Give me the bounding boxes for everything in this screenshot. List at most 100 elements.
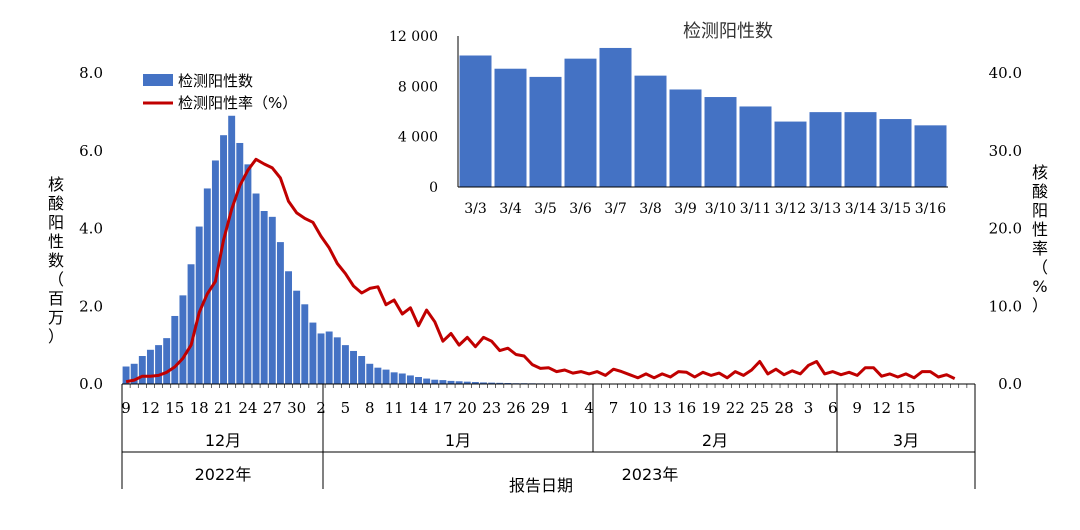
x-tick-label: 5 [341, 399, 351, 417]
bar [415, 377, 422, 384]
x-tick-label: 29 [531, 399, 550, 417]
bar [138, 356, 146, 384]
inset-y-ticks: 0 4 000 8 000 12 000 [389, 29, 438, 196]
right-axis-title: 核酸阳性率（%） [1032, 163, 1048, 315]
x-tick-label: 12 [141, 399, 160, 417]
bar [366, 363, 374, 384]
legend: 检测阳性数 检测阳性率（%） [143, 72, 297, 112]
bar [155, 345, 163, 384]
inset-title: 检测阳性数 [683, 21, 773, 42]
bar [203, 188, 211, 384]
x-tick-label: 1 [560, 399, 570, 417]
inset-x-tick-label: 3/5 [534, 201, 557, 217]
bar [390, 372, 398, 384]
right-y-ticks: 0.0 10.0 20.0 30.0 40.0 [989, 64, 1022, 393]
inset-bar [634, 75, 667, 187]
x-tick-label: 15 [896, 399, 915, 417]
inset-bar [914, 125, 947, 187]
bar [122, 366, 130, 384]
inset-x-tick-label: 3/3 [464, 201, 487, 217]
bar [358, 356, 366, 384]
month-label-feb: 2月 [702, 431, 728, 450]
bar [374, 367, 382, 384]
inset-x-tick-label: 3/15 [880, 201, 911, 217]
inset-x-tick-label: 3/10 [705, 201, 736, 217]
left-y-tick-label: 4.0 [79, 220, 103, 238]
inset-bar [599, 47, 632, 188]
x-tick-label: 14 [409, 399, 428, 417]
inset-x-tick-label: 3/6 [569, 201, 592, 217]
inset-x-tick-label: 3/7 [604, 201, 627, 217]
legend-label-bars: 检测阳性数 [178, 72, 253, 90]
left-y-tick-label: 6.0 [79, 142, 103, 160]
positive-rate-line [125, 157, 956, 384]
bar [195, 226, 203, 384]
x-tick-label: 11 [385, 399, 404, 417]
bar [252, 193, 260, 384]
inset-axes [457, 36, 948, 188]
x-tick-label: 19 [701, 399, 720, 417]
x-tick-label: 2 [316, 399, 326, 417]
left-y-tick-label: 0.0 [79, 375, 103, 393]
bar [146, 349, 154, 384]
inset-bar [459, 55, 492, 187]
x-tick-label: 8 [365, 399, 375, 417]
inset-bar [529, 76, 562, 187]
bar [293, 290, 301, 384]
x-tick-label: 9 [852, 399, 862, 417]
bar [309, 322, 317, 384]
inset-y-tick-label: 4 000 [398, 130, 438, 146]
inset-x-tick-label: 3/4 [499, 201, 522, 217]
inset-bar [704, 97, 737, 187]
bar [260, 211, 268, 384]
bar [406, 375, 414, 384]
bar [236, 142, 244, 384]
main-line [125, 157, 956, 384]
inset-bar [879, 119, 912, 187]
month-label-dec: 12月 [205, 431, 241, 450]
inset-x-tick-label: 3/9 [674, 201, 697, 217]
x-tick-label: 25 [750, 399, 769, 417]
x-tick-label: 27 [263, 399, 282, 417]
bar [488, 382, 496, 384]
x-ticks: 9 12 15 18 21 24 27 30 2 5 8 11 14 17 20 23 26 29 1 4 7 10 13 1… [121, 399, 915, 417]
bar [350, 350, 357, 384]
x-tick-label: 23 [482, 399, 501, 417]
x-tick-label: 17 [433, 399, 452, 417]
right-y-tick-label: 0.0 [998, 375, 1022, 393]
bar [317, 333, 325, 384]
inset-bar [669, 89, 702, 187]
inset-y-tick-label: 12 000 [389, 29, 438, 45]
bar [471, 382, 479, 384]
left-axis-title-text: 核酸阳性数（百万） [48, 175, 64, 346]
inset-x-tick-label: 3/8 [639, 201, 662, 217]
bar [163, 338, 171, 384]
left-y-ticks: 0.0 2.0 4.0 6.0 8.0 [79, 64, 103, 393]
x-tick-label: 10 [628, 399, 647, 417]
inset-bar [774, 121, 807, 187]
right-axis-title-text: 核酸阳性率（%） [1032, 163, 1048, 315]
inset-x-tick-label: 3/13 [810, 201, 841, 217]
bar [480, 382, 487, 384]
bar [268, 216, 276, 384]
bar [333, 337, 341, 384]
inset-y-tick-label: 8 000 [398, 79, 438, 95]
bar [447, 380, 455, 384]
right-y-tick-label: 30.0 [989, 142, 1022, 160]
bar [187, 264, 195, 384]
bar [431, 379, 439, 384]
bar [423, 378, 431, 384]
bar [496, 382, 504, 384]
bar [325, 331, 333, 384]
x-tick-label: 30 [287, 399, 306, 417]
inset-y-tick-label: 0 [429, 180, 438, 196]
inset-bars [459, 47, 947, 188]
left-y-tick-label: 8.0 [79, 64, 103, 82]
x-tick-label: 15 [165, 399, 184, 417]
x-tick-label: 7 [609, 399, 619, 417]
x-tick-label: 21 [214, 399, 233, 417]
inset-chart: 检测阳性数 0 4 000 8 000 12 000 3/3 3/4 3/5 3/6 3/7 3… [389, 21, 948, 217]
bar [439, 380, 447, 384]
x-tick-label: 12 [872, 399, 891, 417]
